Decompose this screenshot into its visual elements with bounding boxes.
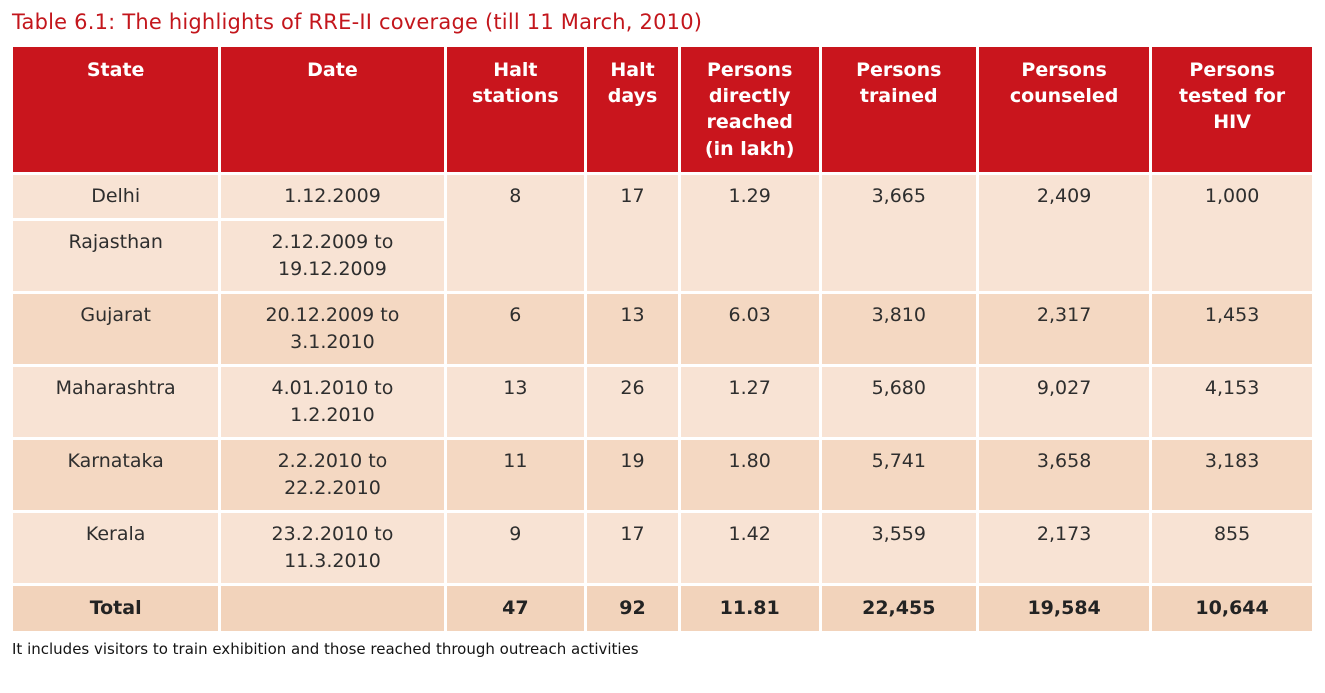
header-halt-stations: Halt stations <box>443 44 588 175</box>
header-persons-tested: Persons tested for HIV <box>1149 44 1315 175</box>
cell-state: Karnataka <box>9 436 222 513</box>
cell-date-empty <box>218 582 447 634</box>
table-row-rajasthan: Rajasthan 2.12.2009 to 19.12.2009 <box>9 217 1314 294</box>
header-persons-reached: Persons directly reached (in lakh) <box>677 44 822 175</box>
cell-halt-days: 17 <box>584 171 681 294</box>
cell-persons-tested: 1,453 <box>1149 290 1315 367</box>
cell-persons-trained-total: 22,455 <box>818 582 980 634</box>
header-persons-trained: Persons trained <box>818 44 980 175</box>
header-row: State Date Halt stations Halt days Perso… <box>9 44 1315 175</box>
cell-persons-counseled: 9,027 <box>976 363 1153 440</box>
cell-state: Rajasthan <box>9 217 222 294</box>
cell-persons-trained: 3,810 <box>818 290 980 367</box>
cell-halt-days: 17 <box>584 509 681 586</box>
cell-halt-stations: 13 <box>443 363 588 440</box>
cell-persons-reached: 1.80 <box>677 436 822 513</box>
cell-persons-counseled: 2,409 <box>976 171 1153 294</box>
cell-persons-counseled: 3,658 <box>976 436 1153 513</box>
cell-persons-reached: 1.27 <box>677 363 822 440</box>
cell-date: 1.12.2009 <box>218 171 447 221</box>
cell-halt-days: 26 <box>584 363 681 440</box>
cell-persons-reached: 1.29 <box>677 171 822 294</box>
cell-persons-counseled-total: 19,584 <box>976 582 1153 634</box>
cell-halt-days-total: 92 <box>584 582 681 634</box>
header-date: Date <box>218 44 447 175</box>
coverage-table: State Date Halt stations Halt days Perso… <box>9 44 1315 634</box>
table-row-maharashtra: Maharashtra 4.01.2010 to 1.2.2010 13 26 … <box>9 363 1315 440</box>
cell-persons-tested: 4,153 <box>1149 363 1315 440</box>
cell-halt-days: 19 <box>584 436 681 513</box>
cell-halt-days: 13 <box>584 290 681 367</box>
cell-persons-reached: 6.03 <box>677 290 822 367</box>
cell-persons-tested: 1,000 <box>1149 171 1315 294</box>
cell-persons-counseled: 2,317 <box>976 290 1153 367</box>
cell-persons-counseled: 2,173 <box>976 509 1153 586</box>
cell-date: 20.12.2009 to 3.1.2010 <box>218 290 447 367</box>
cell-date: 4.01.2010 to 1.2.2010 <box>218 363 447 440</box>
table-row-gujarat: Gujarat 20.12.2009 to 3.1.2010 6 13 6.03… <box>9 290 1315 367</box>
table-footnote: It includes visitors to train exhibition… <box>12 639 639 658</box>
cell-state: Delhi <box>9 171 222 221</box>
cell-persons-trained: 5,680 <box>818 363 980 440</box>
header-state: State <box>9 44 222 175</box>
cell-persons-tested: 3,183 <box>1149 436 1315 513</box>
cell-persons-trained: 3,559 <box>818 509 980 586</box>
header-persons-counseled: Persons counseled <box>976 44 1153 175</box>
cell-date: 2.2.2010 to 22.2.2010 <box>218 436 447 513</box>
cell-persons-tested-total: 10,644 <box>1149 582 1315 634</box>
cell-halt-stations-total: 47 <box>443 582 588 634</box>
cell-state: Maharashtra <box>9 363 222 440</box>
cell-date: 2.12.2009 to 19.12.2009 <box>218 217 447 294</box>
cell-state: Kerala <box>9 509 222 586</box>
table-row-kerala: Kerala 23.2.2010 to 11.3.2010 9 17 1.42 … <box>9 509 1315 586</box>
table-row-total: Total 47 92 11.81 22,455 19,584 10,644 <box>9 582 1315 634</box>
cell-halt-stations: 8 <box>443 171 588 294</box>
cell-persons-trained: 5,741 <box>818 436 980 513</box>
cell-halt-stations: 6 <box>443 290 588 367</box>
table-row-karnataka: Karnataka 2.2.2010 to 22.2.2010 11 19 1.… <box>9 436 1315 513</box>
cell-persons-reached-total: 11.81 <box>677 582 822 634</box>
cell-persons-trained: 3,665 <box>818 171 980 294</box>
table-row-delhi: Delhi 1.12.2009 8 17 1.29 3,665 2,409 1,… <box>9 171 1315 294</box>
cell-state: Gujarat <box>9 290 222 367</box>
page-title: Table 6.1: The highlights of RRE-II cove… <box>12 10 703 34</box>
cell-persons-reached: 1.42 <box>677 509 822 586</box>
cell-persons-tested: 855 <box>1149 509 1315 586</box>
cell-total-label: Total <box>9 582 222 634</box>
cell-halt-stations: 11 <box>443 436 588 513</box>
cell-date: 23.2.2010 to 11.3.2010 <box>218 509 447 586</box>
cell-halt-stations: 9 <box>443 509 588 586</box>
header-halt-days: Halt days <box>584 44 681 175</box>
